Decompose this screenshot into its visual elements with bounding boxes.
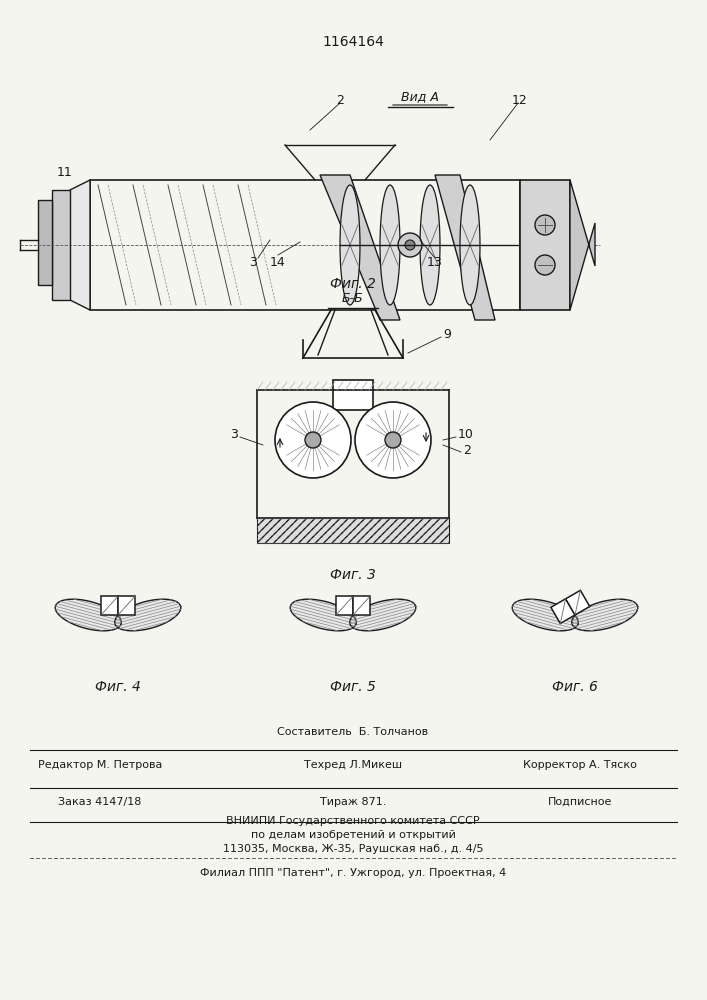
Text: Подписное: Подписное (548, 797, 612, 807)
Text: Техред Л.Микеш: Техред Л.Микеш (304, 760, 402, 770)
Text: Фиг. 6: Фиг. 6 (552, 680, 598, 694)
Polygon shape (566, 590, 590, 615)
Bar (90, 180, 520, 310)
Text: Филиал ППП "Патент", г. Ужгород, ул. Проектная, 4: Филиал ППП "Патент", г. Ужгород, ул. Про… (200, 868, 506, 878)
Polygon shape (350, 599, 416, 631)
Text: 14: 14 (270, 255, 286, 268)
Text: 12: 12 (512, 94, 528, 106)
Circle shape (535, 215, 555, 235)
Bar (520, 180, 570, 310)
Text: Б-Б: Б-Б (342, 292, 364, 305)
Text: 11: 11 (57, 165, 73, 178)
Circle shape (355, 402, 431, 478)
Text: 9: 9 (443, 328, 451, 342)
Bar (52, 190, 70, 300)
Text: Заказ 4147/18: Заказ 4147/18 (58, 797, 141, 807)
Circle shape (385, 432, 401, 448)
Text: 113035, Москва, Ж-35, Раушская наб., д. 4/5: 113035, Москва, Ж-35, Раушская наб., д. … (223, 844, 484, 854)
Text: Фиг. 5: Фиг. 5 (330, 680, 376, 694)
Polygon shape (551, 599, 575, 624)
Text: 3: 3 (249, 255, 257, 268)
Polygon shape (115, 599, 181, 631)
Text: Фиг. 2: Фиг. 2 (330, 277, 376, 291)
Text: по делам изобретений и открытий: по делам изобретений и открытий (250, 830, 455, 840)
Ellipse shape (380, 185, 400, 305)
Ellipse shape (420, 185, 440, 305)
Text: Фиг. 4: Фиг. 4 (95, 680, 141, 694)
Polygon shape (435, 175, 495, 320)
Text: Составитель  Б. Толчанов: Составитель Б. Толчанов (277, 727, 428, 737)
Text: 13: 13 (427, 255, 443, 268)
Text: 1164164: 1164164 (322, 35, 384, 49)
Polygon shape (118, 596, 135, 615)
Text: Вид А: Вид А (401, 90, 439, 103)
Polygon shape (353, 596, 370, 615)
Bar (257, 518, 449, 543)
Polygon shape (572, 599, 638, 631)
Polygon shape (336, 596, 353, 615)
Polygon shape (55, 599, 122, 631)
Text: Редактор М. Петрова: Редактор М. Петрова (37, 760, 162, 770)
Text: ВНИИПИ Государственного комитета СССР: ВНИИПИ Государственного комитета СССР (226, 816, 480, 826)
Polygon shape (290, 599, 356, 631)
Polygon shape (101, 596, 118, 615)
Bar (38, 200, 52, 285)
Circle shape (405, 240, 415, 250)
Circle shape (305, 432, 321, 448)
Polygon shape (70, 180, 90, 310)
Polygon shape (512, 599, 578, 631)
Circle shape (398, 233, 422, 257)
Circle shape (535, 255, 555, 275)
Text: Фиг. 3: Фиг. 3 (330, 568, 376, 582)
Text: 2: 2 (463, 444, 471, 456)
Polygon shape (570, 180, 595, 310)
Text: 2: 2 (336, 94, 344, 106)
Ellipse shape (460, 185, 480, 305)
Text: Корректор А. Тяско: Корректор А. Тяско (523, 760, 637, 770)
Ellipse shape (340, 185, 360, 305)
Text: 3: 3 (230, 428, 238, 442)
Text: Тираж 871.: Тираж 871. (320, 797, 386, 807)
Circle shape (275, 402, 351, 478)
Polygon shape (320, 175, 400, 320)
Text: 10: 10 (458, 428, 474, 442)
Bar (333, 380, 373, 410)
